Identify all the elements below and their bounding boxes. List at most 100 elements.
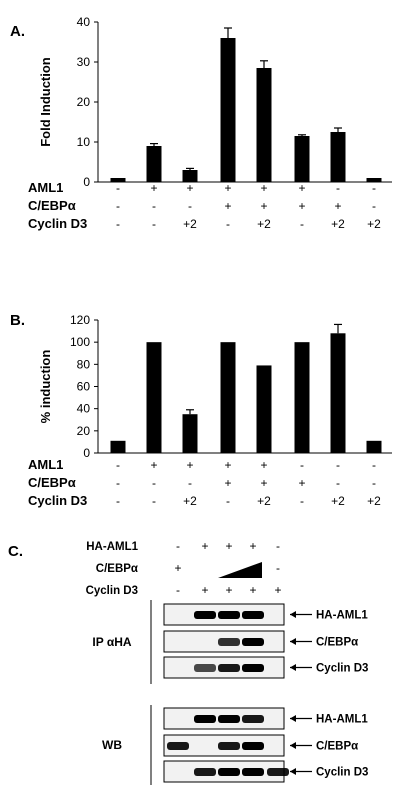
condition-value: - [300,458,304,472]
y-tick-label: 20 [77,424,91,438]
blot-label: HA-AML1 [316,610,368,622]
blot-band [194,768,216,776]
condition-value: - [116,181,120,195]
condition-value: - [300,217,304,231]
condition-value: + [224,458,231,472]
condition-value: +2 [183,217,197,231]
arrow-head [290,611,296,618]
condition-value: - [116,199,120,213]
bar [146,342,162,453]
condition-label: C/EBPα [28,198,76,213]
condition-value: - [188,199,192,213]
arrow-head [290,664,296,671]
condition-label: Cyclin D3 [28,493,87,508]
condition-value: - [276,561,280,575]
condition-value: - [116,458,120,472]
condition-value: + [298,199,305,213]
condition-value: - [372,476,376,490]
condition-value: + [249,583,256,597]
condition-value: - [152,476,156,490]
y-tick-label: 30 [77,55,91,69]
condition-value: - [152,217,156,231]
panel-label: A. [10,23,25,40]
condition-value: - [226,494,230,508]
y-tick-label: 20 [77,95,91,109]
blot-label: HA-AML1 [316,714,368,726]
condition-value: +2 [331,494,345,508]
condition-value: - [176,539,180,553]
blot-band [218,638,240,646]
condition-value: + [224,476,231,490]
blot-band [167,742,189,750]
condition-label: Cyclin D3 [86,585,138,597]
panel-label: C. [8,543,23,560]
condition-value: + [186,458,193,472]
y-tick-label: 0 [83,446,90,460]
blot-band [242,768,264,776]
blot-band [194,664,216,672]
blot-band [194,715,216,723]
group-label: WB [102,738,122,752]
condition-value: - [116,494,120,508]
condition-value: + [249,539,256,553]
condition-value: - [152,199,156,213]
condition-value: - [300,494,304,508]
condition-value: + [298,181,305,195]
blot-band [242,664,264,672]
condition-value: - [116,217,120,231]
y-tick-label: 100 [70,335,90,349]
condition-label: AML1 [28,180,63,195]
bar [330,333,346,453]
blot-label: C/EBPα [316,637,358,649]
condition-value: +2 [257,494,271,508]
bar [182,170,198,182]
bar [220,342,236,453]
bar [146,146,162,182]
y-axis-label: Fold Induction [38,57,53,147]
condition-value: +2 [367,217,381,231]
condition-value: + [274,583,281,597]
condition-value: + [150,181,157,195]
bar [220,38,236,182]
bar [110,178,126,182]
arrow-head [290,742,296,749]
y-tick-label: 120 [70,313,90,327]
blot-band [267,768,289,776]
blot-label: Cyclin D3 [316,663,368,675]
condition-value: - [176,583,180,597]
bar [366,178,382,182]
y-tick-label: 40 [77,402,91,416]
condition-value: - [336,476,340,490]
condition-value: + [334,199,341,213]
condition-value: + [260,476,267,490]
condition-value: +2 [367,494,381,508]
blot-band [218,742,240,750]
condition-value: + [260,458,267,472]
condition-label: C/EBPα [28,475,76,490]
condition-value: +2 [331,217,345,231]
arrow-head [290,638,296,645]
condition-label: HA-AML1 [86,541,138,553]
y-tick-label: 10 [77,135,91,149]
bar [182,414,198,453]
condition-value: + [224,199,231,213]
condition-label: AML1 [28,457,63,472]
y-tick-label: 80 [77,357,91,371]
condition-value: - [336,181,340,195]
arrow-head [290,768,296,775]
blot-band [242,611,264,619]
blot-band [218,715,240,723]
y-tick-label: 60 [77,380,91,394]
condition-value: - [116,476,120,490]
condition-value: - [276,539,280,553]
blot-label: Cyclin D3 [316,767,368,779]
condition-value: + [260,199,267,213]
y-axis-label: % induction [38,350,53,424]
bar [110,440,126,453]
condition-value: + [225,539,232,553]
condition-value: - [188,476,192,490]
condition-value: - [372,199,376,213]
condition-value: +2 [257,217,271,231]
blot-band [242,715,264,723]
